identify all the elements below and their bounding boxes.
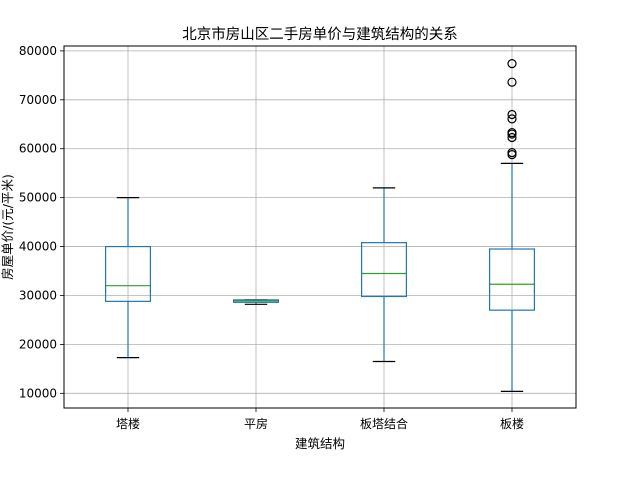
grid-lines: [64, 46, 576, 408]
y-axis-ticks: 10000 20000 30000 40000 50000 60000 70000 80000: [19, 44, 64, 400]
outlier-point: [507, 59, 517, 69]
y-tick-label: 20000: [19, 337, 57, 351]
y-tick-label: 80000: [19, 44, 57, 58]
outlier-point: [507, 132, 517, 143]
box-group: [233, 299, 280, 305]
x-tick-label: 塔楼: [116, 416, 140, 431]
box-group: [104, 197, 151, 359]
box-group: [361, 187, 408, 363]
x-axis-ticks: 塔楼 平房 板塔结合 板楼: [116, 408, 524, 431]
y-tick-label: 70000: [19, 93, 57, 107]
y-tick-label: 60000: [19, 142, 57, 156]
y-tick-label: 30000: [19, 288, 57, 302]
box-iqr: [489, 248, 536, 311]
outlier-point: [507, 77, 517, 87]
outlier-point: [507, 148, 517, 158]
x-tick-label: 平房: [244, 416, 268, 431]
x-tick-label: 板楼: [500, 416, 524, 431]
box-iqr: [104, 245, 151, 302]
y-tick-label: 50000: [19, 191, 57, 205]
plot-frame: [63, 45, 577, 409]
y-axis-label: 房屋单价/(元/平米): [0, 174, 15, 280]
outlier-point: [507, 114, 517, 124]
outlier-point: [507, 127, 517, 138]
x-tick-label: 板塔结合: [360, 416, 408, 431]
y-tick-label: 10000: [19, 386, 57, 400]
x-axis-label: 建筑结构: [295, 436, 345, 451]
chart-title: 北京市房山区二手房单价与建筑结构的关系: [182, 26, 458, 43]
box-group: [489, 59, 536, 392]
y-tick-label: 40000: [19, 240, 57, 254]
boxes: [104, 59, 536, 392]
box-iqr: [361, 242, 408, 298]
outlier-point: [507, 109, 517, 120]
